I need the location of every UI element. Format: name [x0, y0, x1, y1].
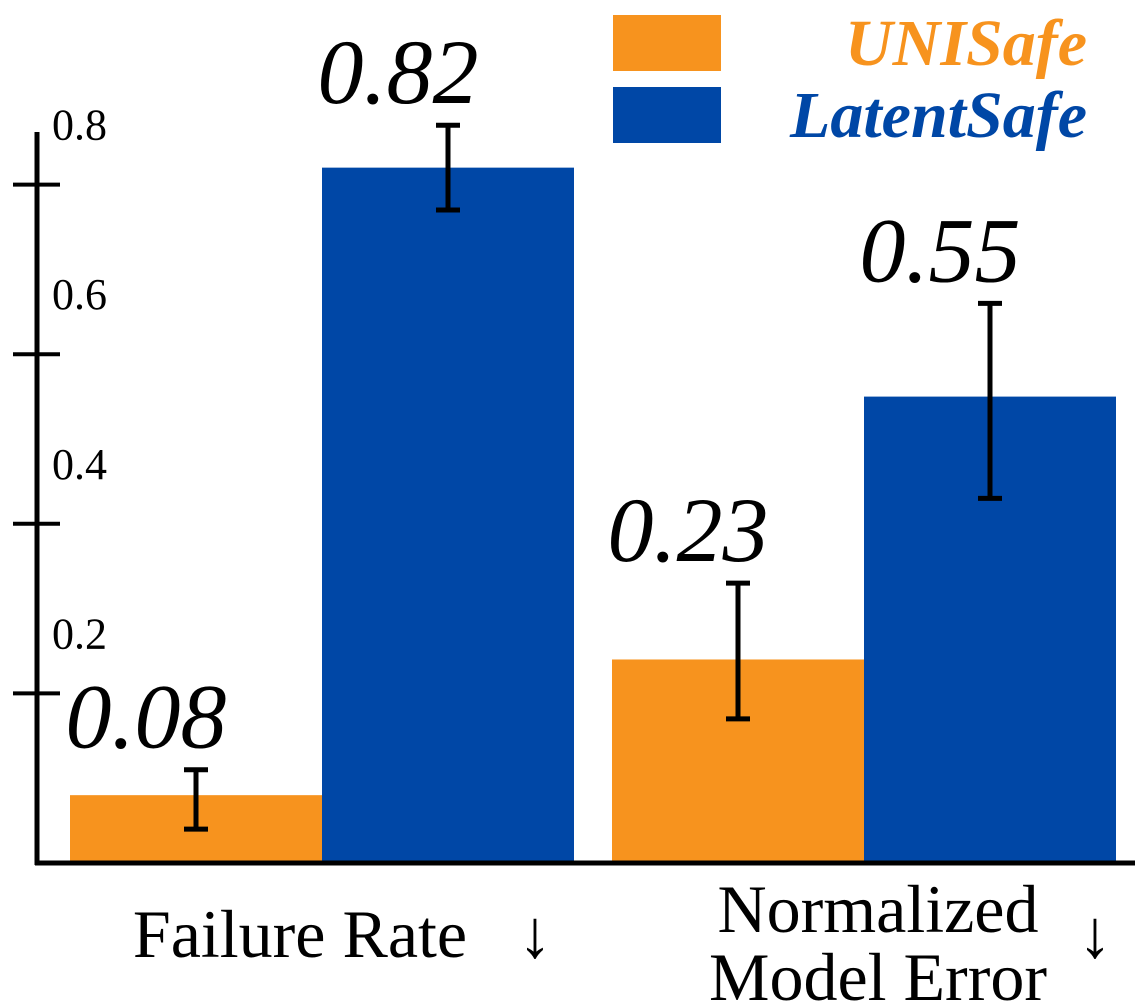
y-tick-label-3: 0.6: [52, 270, 107, 319]
legend-swatch-latentsafe: [613, 87, 721, 143]
y-tick-label-4: 0.8: [52, 101, 107, 150]
value-label-latentsafe-1: 0.82: [318, 21, 479, 123]
error-bar-latentsafe-1: [436, 122, 460, 213]
value-label-unisafe-1: 0.08: [66, 666, 227, 768]
value-label-latentsafe-2: 0.55: [860, 199, 1021, 301]
category-label-2-line-1: Normalized: [718, 871, 1039, 947]
legend-label-unisafe: UNISafe: [845, 7, 1087, 80]
value-label-unisafe-2: 0.23: [608, 479, 769, 581]
bar-latentsafe-1: [322, 167, 574, 863]
labels-layer: 0.08 0.23 0.82 0.55 Failure Rate ↓ NormalizedM…: [66, 21, 1113, 1004]
legend-swatch-unisafe: [613, 15, 721, 71]
error-bar-latentsafe-2: [978, 300, 1002, 501]
down-arrow-icon: ↓: [518, 896, 552, 972]
down-arrow-icon: ↓: [1078, 896, 1112, 972]
y-tick-label-2: 0.4: [52, 440, 107, 489]
y-axis: 0.2 0.4 0.6 0.8: [13, 101, 1135, 866]
category-label-1-line-1: Failure Rate: [133, 896, 467, 972]
y-tick-label-1: 0.2: [52, 609, 107, 658]
category-label-2-line-2: Model Error: [709, 939, 1047, 1004]
error-bar-unisafe-2: [726, 580, 750, 722]
error-bar-unisafe-1: [184, 767, 208, 832]
error-bars-layer: [184, 122, 1002, 832]
legend-label-latentsafe: LatentSafe: [789, 79, 1087, 152]
